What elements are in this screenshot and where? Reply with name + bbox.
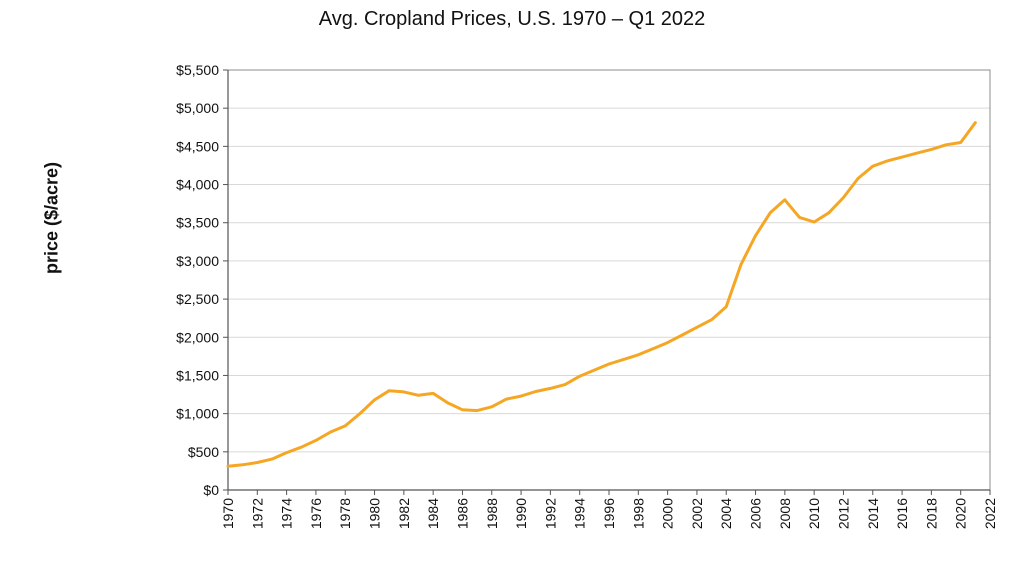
data-point — [768, 211, 772, 215]
data-point — [285, 451, 288, 454]
data-point — [783, 198, 787, 202]
x-tick-label: 2000 — [660, 498, 676, 529]
x-tick-label: 1980 — [367, 498, 383, 529]
data-point — [930, 148, 933, 151]
data-point — [373, 398, 376, 402]
x-tick-label: 2014 — [865, 498, 881, 529]
data-point — [475, 409, 479, 412]
x-tick-label: 1986 — [454, 498, 470, 529]
y-tick-label: $2,500 — [176, 291, 219, 307]
x-tick-label: 2004 — [718, 498, 734, 529]
data-point — [256, 461, 259, 464]
data-point — [710, 318, 713, 322]
data-point — [299, 445, 303, 449]
x-tick-label: 2022 — [982, 498, 998, 529]
data-point — [607, 362, 611, 366]
x-tick-label: 2020 — [953, 498, 969, 529]
data-point — [739, 263, 743, 267]
y-tick-label: $0 — [203, 482, 219, 498]
data-point — [461, 408, 464, 412]
data-point — [754, 234, 757, 238]
data-point — [827, 211, 831, 215]
data-point — [666, 341, 669, 344]
data-point — [856, 177, 860, 180]
x-tick-label: 1994 — [572, 498, 588, 529]
data-point — [974, 121, 977, 124]
data-point — [358, 412, 362, 415]
data-point — [519, 394, 523, 398]
data-point — [959, 141, 962, 144]
x-tick-label: 1984 — [425, 498, 441, 529]
data-point — [680, 333, 684, 337]
y-tick-label: $3,500 — [176, 215, 219, 231]
data-point — [314, 439, 318, 442]
data-point — [637, 353, 640, 357]
data-point — [622, 358, 625, 361]
data-point — [417, 394, 420, 397]
data-point — [402, 390, 406, 394]
y-tick-label: $3,000 — [176, 253, 219, 269]
y-tick-label: $5,000 — [176, 100, 219, 116]
x-tick-label: 1970 — [220, 498, 236, 529]
x-tick-label: 1974 — [279, 498, 295, 529]
x-tick-label: 1996 — [601, 498, 617, 529]
data-point — [387, 389, 391, 393]
data-point — [343, 424, 347, 428]
data-point — [241, 463, 244, 467]
data-point — [490, 405, 494, 409]
x-tick-label: 2018 — [923, 498, 939, 529]
data-point — [915, 151, 919, 155]
data-point — [431, 392, 435, 395]
x-tick-label: 1988 — [484, 498, 500, 529]
x-tick-label: 2010 — [806, 498, 822, 529]
data-point — [534, 390, 538, 393]
data-point — [593, 368, 596, 372]
data-point — [329, 430, 332, 434]
data-point — [549, 387, 552, 390]
y-tick-label: $5,500 — [176, 62, 219, 78]
data-point — [812, 220, 816, 224]
x-tick-label: 1976 — [308, 498, 324, 529]
y-tick-label: $1,500 — [176, 367, 219, 383]
data-point — [578, 374, 581, 378]
chart-title: Avg. Cropland Prices, U.S. 1970 – Q1 202… — [318, 8, 706, 30]
data-point — [505, 397, 508, 401]
y-tick-label: $1,000 — [176, 406, 219, 422]
x-tick-label: 1990 — [513, 498, 529, 529]
x-tick-label: 1992 — [542, 498, 558, 529]
x-tick-label: 2012 — [835, 498, 851, 529]
data-point — [886, 159, 889, 163]
y-tick-label: $4,500 — [176, 138, 219, 154]
x-tick-label: 1998 — [630, 498, 646, 529]
x-tick-label: 2008 — [777, 498, 793, 529]
data-point — [724, 305, 728, 309]
data-point — [563, 383, 567, 386]
data-point — [270, 457, 274, 461]
data-point — [651, 347, 655, 351]
data-point — [695, 326, 699, 329]
data-point — [944, 143, 948, 147]
x-tick-label: 2006 — [748, 498, 764, 529]
series-line — [226, 121, 977, 468]
data-point — [842, 196, 845, 199]
x-tick-label: 2002 — [689, 498, 705, 529]
y-tick-label: $2,000 — [176, 329, 219, 345]
data-point — [226, 465, 230, 468]
data-point — [446, 401, 450, 405]
data-point — [900, 155, 904, 159]
x-tick-label: 2016 — [894, 498, 910, 529]
x-tick-label: 1972 — [249, 498, 265, 529]
x-tick-label: 1978 — [337, 498, 353, 529]
y-tick-label: $500 — [188, 444, 219, 460]
data-point — [798, 216, 801, 219]
y-tick-label: $4,000 — [176, 177, 219, 193]
data-point — [871, 164, 875, 168]
x-tick-label: 1982 — [396, 498, 412, 529]
